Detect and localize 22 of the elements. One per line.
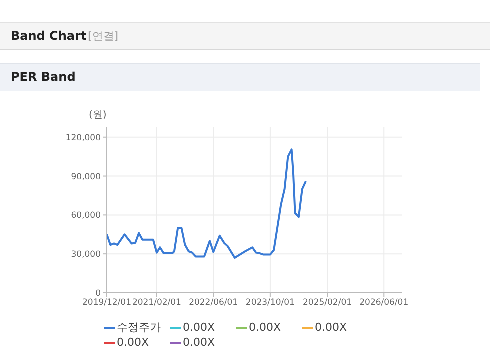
text: [연결] (88, 29, 119, 44)
legend-label: 0.00X (183, 321, 216, 334)
x-tick-label: 2023/10/01 (246, 298, 295, 308)
legend-label: 0.00X (249, 321, 282, 334)
x-tick-label: 2019/12/01 (82, 298, 132, 308)
legend-label: 0.00X (117, 336, 150, 349)
chart-title: Band Chart (11, 29, 87, 43)
y-tick-label: 120,000 (66, 133, 101, 144)
legend-label: 수정주가 (117, 320, 161, 335)
y-axis-title: (원) (89, 109, 107, 122)
y-tick-label: 90,000 (71, 172, 101, 182)
x-tick-label: 2021/02/01 (132, 298, 182, 308)
legend-label: 0.00X (183, 336, 216, 349)
x-tick-label: 2026/06/01 (360, 298, 409, 308)
y-tick-label: 30,000 (71, 250, 101, 260)
chart-subtitle: PER Band (11, 70, 76, 84)
y-tick-label: 60,000 (71, 211, 101, 222)
x-tick-label: 2022/06/01 (189, 298, 238, 308)
legend-label: 0.00X (315, 321, 348, 334)
line-series (107, 148, 308, 259)
x-tick-label: 2025/02/01 (303, 298, 352, 308)
y-tick-label: 0 (96, 289, 101, 300)
